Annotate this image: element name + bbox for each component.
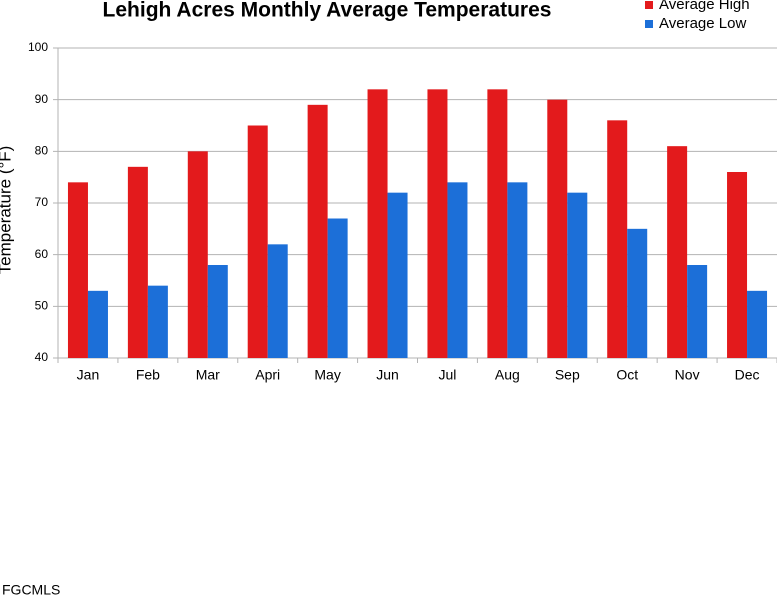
- bar: [307, 104, 328, 358]
- bar: [267, 244, 288, 358]
- bar: [67, 182, 88, 358]
- y-tick-label: 100: [28, 40, 48, 54]
- x-tick-label: Feb: [136, 367, 160, 383]
- x-tick-label: Dec: [735, 367, 760, 383]
- x-tick-label: Nov: [675, 367, 700, 383]
- x-tick-label: Jan: [77, 367, 100, 383]
- bar: [427, 89, 448, 358]
- bar: [627, 228, 648, 358]
- x-tick-label: Mar: [196, 367, 220, 383]
- y-tick-label: 40: [35, 350, 49, 364]
- legend-swatch: [645, 1, 653, 9]
- credit: FGCMLS: [2, 582, 60, 597]
- x-tick-label: Jul: [439, 367, 457, 383]
- y-tick-label: 60: [35, 247, 49, 261]
- bar: [87, 290, 108, 358]
- bar: [487, 89, 508, 358]
- y-tick-label: 50: [35, 299, 49, 313]
- bar: [607, 120, 628, 358]
- bar: [327, 218, 348, 358]
- x-tick-label: Sep: [555, 367, 580, 383]
- x-tick-label: Jun: [376, 367, 399, 383]
- chart-title: Lehigh Acres Monthly Average Temperature…: [103, 0, 552, 22]
- bar: [547, 99, 568, 359]
- bar: [367, 89, 388, 358]
- bar: [447, 182, 468, 358]
- bar: [207, 265, 228, 358]
- x-tick-label: Apri: [255, 367, 280, 383]
- y-axis-label: Temperature (°F): [0, 146, 14, 275]
- bar: [687, 265, 708, 358]
- legend-label: Average Low: [659, 15, 746, 32]
- x-tick-label: May: [314, 367, 340, 383]
- legend-label: Average High: [659, 0, 750, 13]
- bar: [387, 192, 408, 358]
- x-tick-label: Aug: [495, 367, 520, 383]
- bar: [567, 192, 588, 358]
- legend-swatch: [645, 20, 653, 28]
- y-tick-label: 70: [35, 195, 49, 209]
- bar: [127, 166, 148, 358]
- bar: [667, 146, 688, 358]
- x-tick-label: Oct: [616, 367, 638, 383]
- bar: [727, 172, 748, 358]
- bar: [247, 125, 268, 358]
- bar: [507, 182, 528, 358]
- bar: [147, 285, 168, 358]
- y-tick-label: 80: [35, 144, 49, 158]
- y-tick-label: 90: [35, 92, 49, 106]
- bar: [747, 290, 768, 358]
- bar: [187, 151, 208, 358]
